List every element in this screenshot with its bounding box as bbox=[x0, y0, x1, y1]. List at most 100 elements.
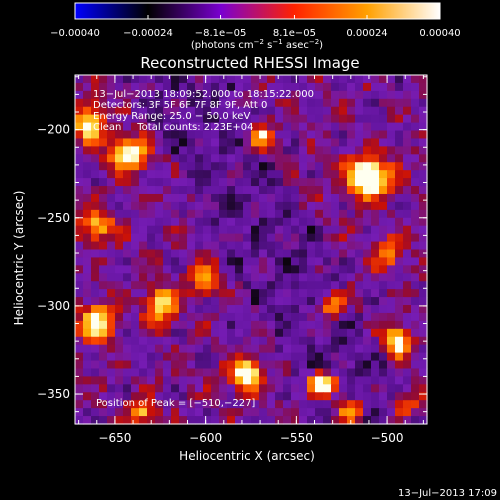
heatmap-cell bbox=[379, 130, 388, 140]
heatmap-cell bbox=[291, 98, 300, 108]
heatmap-cell bbox=[299, 106, 308, 116]
heatmap-cell bbox=[387, 273, 396, 282]
heatmap-cell bbox=[115, 225, 124, 235]
heatmap-cell bbox=[411, 225, 420, 235]
heatmap-cell bbox=[331, 249, 340, 259]
heatmap-cell bbox=[411, 312, 420, 322]
heatmap-cell bbox=[323, 344, 332, 354]
heatmap-cell bbox=[115, 408, 124, 417]
heatmap-cell bbox=[315, 138, 324, 147]
heatmap-cell bbox=[75, 217, 84, 227]
heatmap-cell bbox=[211, 138, 220, 147]
heatmap-cell bbox=[227, 408, 236, 417]
heatmap-cell bbox=[259, 98, 268, 108]
heatmap-cell bbox=[123, 352, 132, 362]
heatmap-cell bbox=[131, 170, 140, 179]
heatmap-cell bbox=[243, 225, 252, 235]
heatmap-cell bbox=[379, 312, 388, 322]
heatmap-cell bbox=[267, 273, 276, 282]
heatmap-cell bbox=[171, 281, 180, 290]
heatmap-cell bbox=[91, 257, 100, 266]
heatmap-cell bbox=[203, 400, 212, 409]
heatmap-cell bbox=[203, 106, 212, 116]
heatmap-cell bbox=[251, 138, 260, 147]
heatmap-cell bbox=[291, 281, 300, 290]
heatmap-cell bbox=[107, 328, 116, 338]
colorbar-tick-label: −8.1e−05 bbox=[195, 28, 247, 39]
heatmap-cell bbox=[203, 130, 212, 140]
heatmap-cell bbox=[211, 82, 220, 92]
heatmap-cell bbox=[187, 75, 196, 84]
heatmap-cell bbox=[75, 312, 84, 322]
heatmap-cell bbox=[123, 281, 132, 290]
heatmap-cell bbox=[91, 98, 100, 108]
heatmap-cell bbox=[115, 114, 124, 124]
heatmap-cell bbox=[323, 98, 332, 108]
heatmap-cell bbox=[283, 233, 292, 243]
heatmap-cell bbox=[291, 297, 300, 306]
heatmap-cell bbox=[347, 82, 356, 92]
heatmap-cell bbox=[395, 122, 404, 132]
heatmap-cell bbox=[387, 289, 396, 298]
heatmap-cell bbox=[371, 257, 380, 266]
heatmap-cell bbox=[315, 328, 324, 338]
x-axis: −650 −600 −550 −500 bbox=[78, 75, 424, 445]
heatmap-cell bbox=[219, 225, 228, 235]
heatmap-cell bbox=[379, 265, 388, 274]
heatmap-cell bbox=[123, 138, 132, 147]
heatmap-cell bbox=[75, 384, 84, 393]
heatmap-cell bbox=[163, 186, 172, 195]
heatmap-cell bbox=[203, 344, 212, 354]
heatmap-cell bbox=[315, 368, 324, 378]
heatmap-cell bbox=[291, 328, 300, 338]
heatmap-cell bbox=[267, 384, 276, 393]
heatmap-cell bbox=[347, 193, 356, 203]
heatmap-cell bbox=[163, 122, 172, 132]
heatmap-cell bbox=[211, 328, 220, 338]
heatmap-cell bbox=[227, 392, 236, 401]
heatmap-cell bbox=[267, 297, 276, 306]
heatmap-cell bbox=[83, 130, 92, 140]
heatmap-cell bbox=[195, 360, 204, 370]
heatmap-cell bbox=[251, 217, 260, 227]
heatmap-cell bbox=[323, 273, 332, 282]
heatmap-cell bbox=[187, 297, 196, 306]
heatmap-cell bbox=[179, 376, 188, 385]
heatmap-cell bbox=[403, 305, 412, 314]
heatmap-cell bbox=[115, 400, 124, 409]
heatmap-cell bbox=[139, 154, 148, 163]
heatmap-cell bbox=[219, 241, 228, 251]
heatmap-cell bbox=[227, 257, 236, 266]
heatmap-cell bbox=[259, 249, 268, 259]
heatmap-cell bbox=[83, 289, 92, 298]
heatmap-cell bbox=[235, 384, 244, 393]
heatmap-cell bbox=[299, 90, 308, 100]
heatmap-cell bbox=[195, 265, 204, 274]
heatmap-cell bbox=[315, 186, 324, 195]
heatmap-cell bbox=[107, 312, 116, 322]
heatmap-cell bbox=[107, 392, 116, 401]
heatmap-cell bbox=[171, 392, 180, 401]
heatmap-cell bbox=[275, 241, 284, 251]
heatmap-cell bbox=[75, 265, 84, 274]
heatmap-cell bbox=[155, 225, 164, 235]
heatmap-cell bbox=[291, 241, 300, 251]
heatmap-cell bbox=[115, 82, 124, 92]
heatmap-cell bbox=[179, 154, 188, 163]
heatmap-cell bbox=[299, 360, 308, 370]
heatmap-cell bbox=[235, 98, 244, 108]
heatmap-cell bbox=[347, 297, 356, 306]
heatmap-cell bbox=[211, 75, 220, 84]
heatmap-cell bbox=[243, 257, 252, 266]
heatmap-cell bbox=[251, 297, 260, 306]
heatmap-cell bbox=[115, 273, 124, 282]
heatmap-cell bbox=[323, 257, 332, 266]
heatmap-cell bbox=[187, 273, 196, 282]
heatmap-cell bbox=[363, 281, 372, 290]
heatmap-cell bbox=[251, 154, 260, 163]
heatmap-cell bbox=[299, 186, 308, 195]
heatmap-cell bbox=[283, 82, 292, 92]
heatmap-cell bbox=[411, 368, 420, 378]
heatmap-cell bbox=[339, 122, 348, 132]
heatmap-cell bbox=[123, 312, 132, 322]
